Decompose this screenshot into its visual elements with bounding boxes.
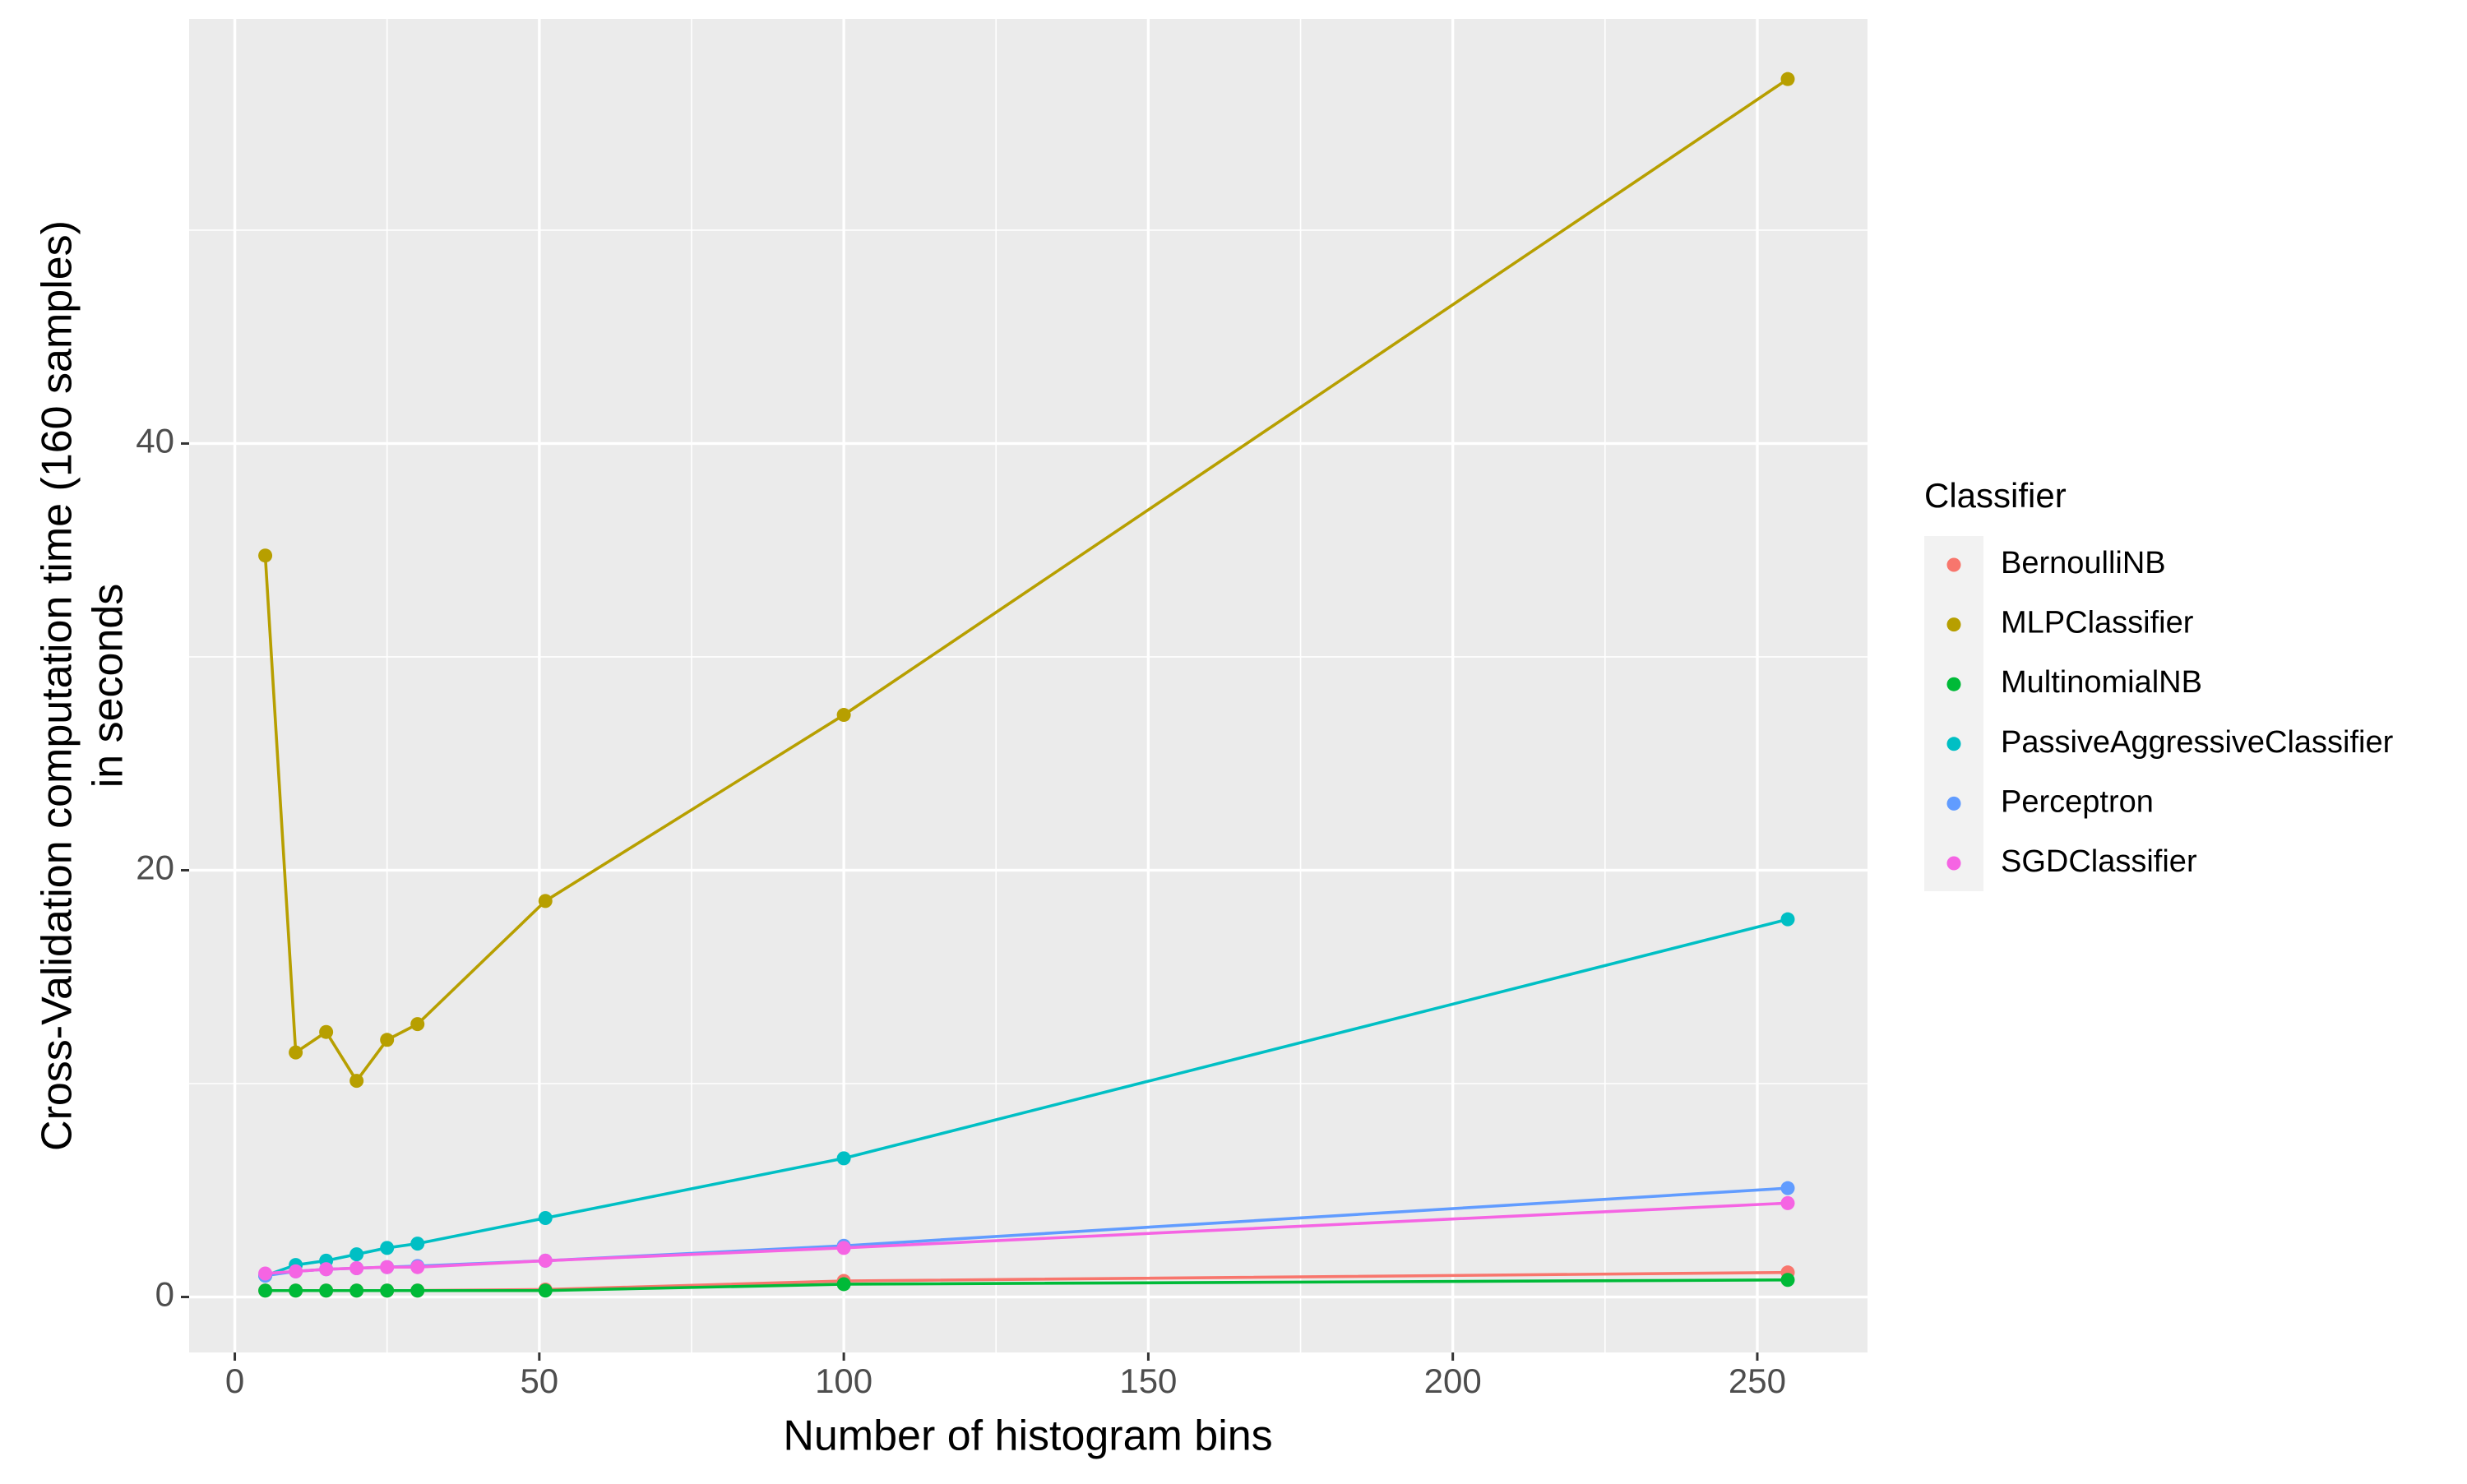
data-point: [410, 1283, 425, 1298]
data-point: [1780, 1273, 1795, 1288]
legend-label: Perceptron: [2001, 784, 2154, 819]
data-point: [1780, 1181, 1795, 1195]
y-axis-title: in seconds: [85, 584, 132, 788]
x-tick-label: 150: [1119, 1361, 1177, 1400]
legend-key: [1946, 677, 1961, 691]
x-tick-label: 100: [815, 1361, 872, 1400]
data-point: [319, 1283, 334, 1298]
data-point: [1780, 72, 1795, 86]
x-tick-label: 200: [1424, 1361, 1482, 1400]
legend-label: MultinomialNB: [2001, 665, 2202, 700]
data-point: [380, 1033, 395, 1047]
legend-key: [1946, 557, 1961, 572]
data-point: [258, 1266, 273, 1281]
data-point: [538, 1253, 553, 1268]
data-point: [380, 1283, 395, 1298]
data-point: [319, 1024, 334, 1039]
data-point: [258, 548, 273, 563]
data-point: [410, 1237, 425, 1251]
x-tick-label: 0: [225, 1361, 244, 1400]
legend-label: BernoulliNB: [2001, 546, 2166, 580]
data-point: [349, 1283, 364, 1298]
y-tick-label: 40: [136, 422, 174, 460]
legend-label: MLPClassifier: [2001, 606, 2194, 640]
data-point: [380, 1241, 395, 1255]
data-point: [410, 1017, 425, 1032]
legend-label: SGDClassifier: [2001, 844, 2197, 879]
x-axis-title: Number of histogram bins: [783, 1412, 1272, 1460]
data-point: [380, 1260, 395, 1274]
legend-key: [1946, 617, 1961, 632]
data-point: [349, 1247, 364, 1262]
data-point: [836, 1277, 851, 1292]
data-point: [538, 1283, 553, 1298]
x-tick-label: 50: [520, 1361, 558, 1400]
legend-title: Classifier: [1924, 476, 2067, 515]
data-point: [349, 1074, 364, 1089]
data-point: [258, 1283, 273, 1298]
data-point: [319, 1262, 334, 1277]
y-axis-title: Cross-Validation computation time (160 s…: [34, 220, 81, 1151]
data-point: [836, 1151, 851, 1166]
legend-label: PassiveAggressiveClassifier: [2001, 725, 2394, 760]
data-point: [289, 1264, 303, 1278]
panel: [189, 19, 1868, 1352]
data-point: [289, 1045, 303, 1060]
legend-keys: [1924, 536, 1983, 891]
data-point: [410, 1260, 425, 1274]
data-point: [538, 1211, 553, 1226]
legend-key: [1946, 856, 1961, 871]
x-tick-label: 250: [1729, 1361, 1786, 1400]
data-point: [836, 708, 851, 723]
data-point: [1780, 1195, 1795, 1210]
data-point: [349, 1260, 364, 1275]
data-point: [836, 1241, 851, 1255]
y-tick-label: 0: [155, 1275, 174, 1314]
legend-key: [1946, 737, 1961, 751]
y-tick-label: 20: [136, 848, 174, 887]
data-point: [538, 894, 553, 908]
data-point: [289, 1283, 303, 1298]
legend-key: [1946, 796, 1961, 811]
data-point: [1780, 912, 1795, 927]
